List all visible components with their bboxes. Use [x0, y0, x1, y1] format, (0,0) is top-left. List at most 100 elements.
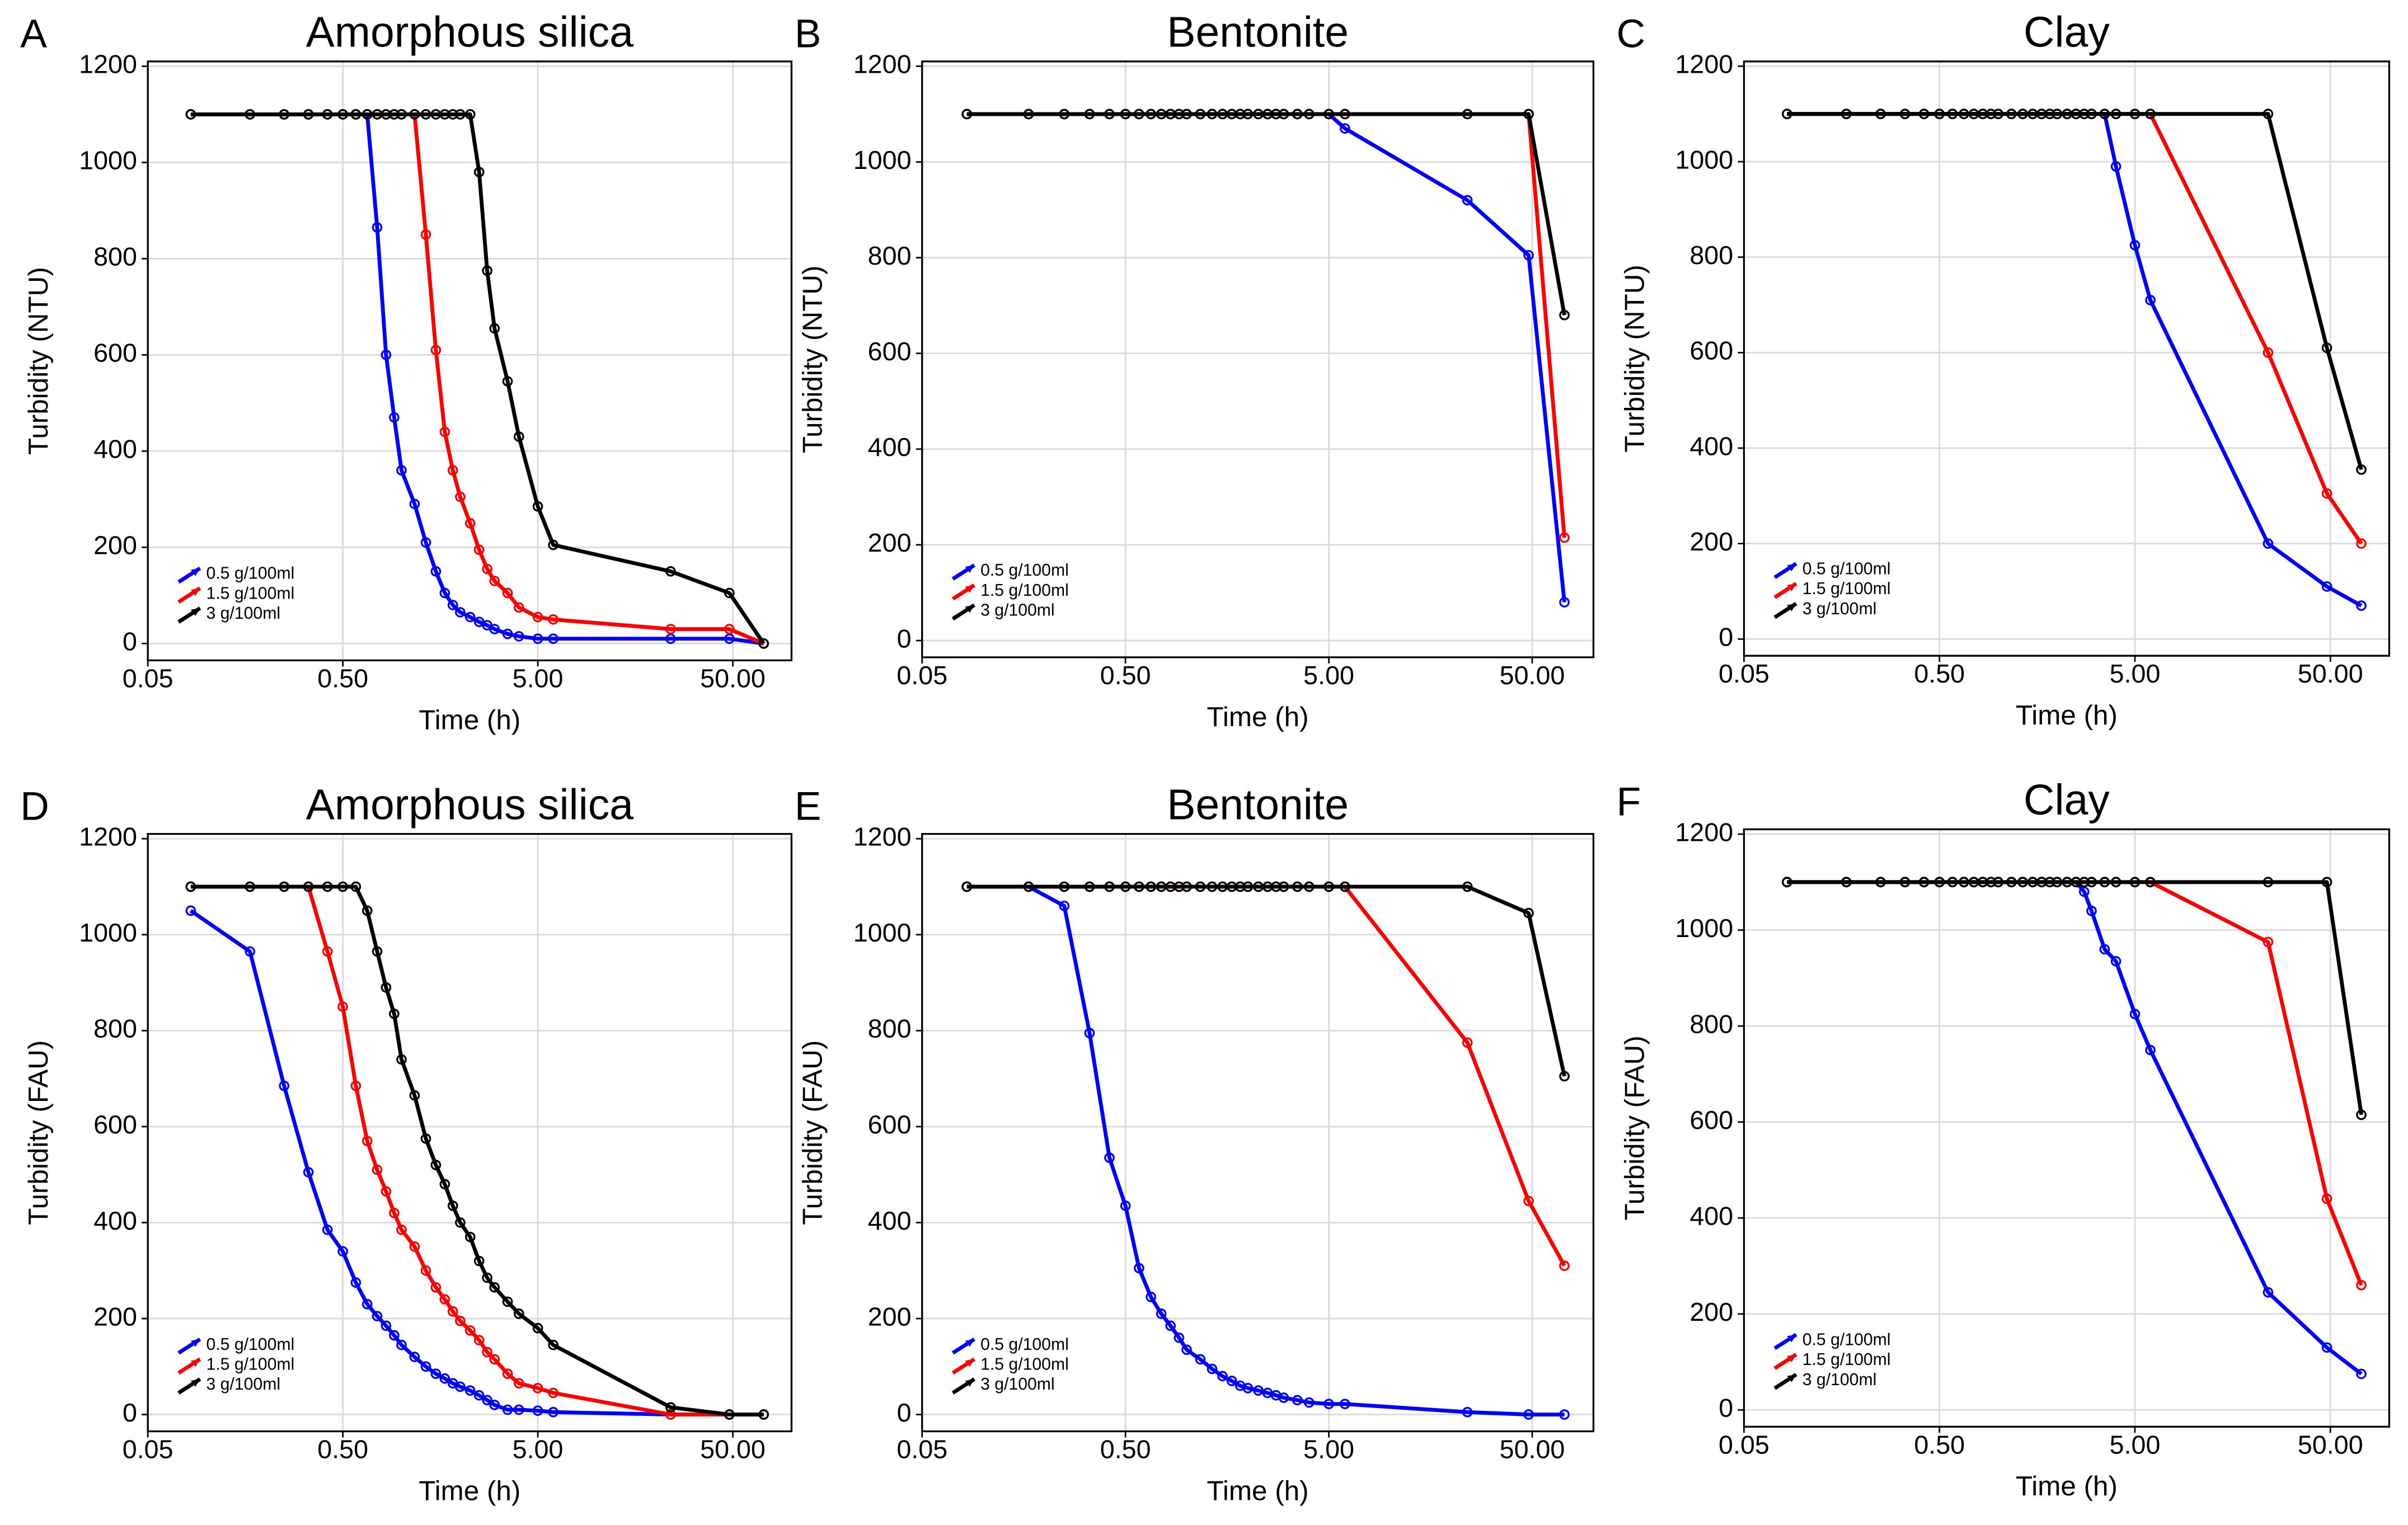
- x-tick-label: 0.50: [1100, 661, 1151, 690]
- data-point: [1934, 877, 1945, 888]
- data-point: [513, 1404, 524, 1415]
- data-point: [381, 350, 392, 360]
- legend-swatch-head: [1787, 603, 1796, 611]
- x-tick-label: 0.50: [1914, 1430, 1965, 1459]
- data-point: [1059, 109, 1070, 120]
- data-point: [1292, 1395, 1303, 1406]
- data-point: [473, 1390, 485, 1401]
- data-point: [1120, 1201, 1131, 1211]
- legend-label: 0.5 g/100ml: [980, 561, 1069, 580]
- data-point: [420, 1265, 431, 1276]
- data-point: [464, 109, 476, 120]
- data-point: [1104, 1152, 1115, 1163]
- chart-title: Amorphous silica: [306, 780, 633, 829]
- data-point: [2044, 109, 2055, 120]
- data-point: [2356, 538, 2367, 549]
- x-tick-label: 5.00: [2110, 659, 2161, 688]
- data-point: [372, 222, 383, 233]
- data-point: [396, 1224, 407, 1235]
- series-line: [1787, 880, 2364, 1115]
- y-tick-label: 200: [1689, 1297, 1733, 1326]
- data-point: [350, 1277, 362, 1288]
- chart-title: Clay: [2024, 776, 2110, 824]
- y-tick-label: 0: [1719, 623, 1733, 652]
- data-point: [2052, 877, 2063, 888]
- data-point: [1195, 109, 1206, 120]
- data-point: [1899, 877, 1911, 888]
- data-point: [473, 1255, 485, 1267]
- data-point: [548, 1387, 558, 1399]
- data-point: [185, 905, 196, 916]
- y-tick-label: 200: [93, 1302, 137, 1331]
- data-point: [245, 881, 255, 892]
- data-point: [420, 1133, 431, 1144]
- data-point: [2006, 109, 2017, 120]
- data-point: [2129, 109, 2141, 120]
- data-point: [1959, 109, 1969, 120]
- data-point: [362, 109, 373, 120]
- data-point: [489, 1282, 500, 1293]
- data-point: [396, 465, 407, 476]
- y-tick-label: 600: [1689, 1105, 1733, 1135]
- data-point: [1181, 881, 1192, 892]
- series-line: [966, 884, 1566, 1267]
- legend-label: 3 g/100ml: [1803, 1371, 1877, 1389]
- data-point: [502, 1404, 513, 1415]
- data-point: [2356, 464, 2367, 475]
- data-point: [2086, 109, 2097, 120]
- data-point: [1523, 1195, 1534, 1207]
- series-line: [1787, 112, 2363, 608]
- legend-swatch-head: [965, 1359, 975, 1367]
- y-tick-label: 1200: [79, 50, 137, 79]
- data-point: [389, 1008, 400, 1019]
- data-point: [1242, 1383, 1254, 1394]
- data-point: [1174, 881, 1185, 892]
- data-point: [439, 426, 450, 437]
- series-line: [190, 884, 764, 1416]
- data-point: [513, 431, 524, 442]
- data-point: [464, 518, 476, 529]
- data-point: [1934, 109, 1945, 120]
- data-point: [1918, 109, 1930, 120]
- data-point: [532, 1383, 543, 1394]
- data-point: [455, 491, 466, 502]
- chart-title: Amorphous silica: [306, 8, 633, 56]
- data-point: [362, 905, 373, 916]
- legend-label: 3 g/100ml: [980, 1375, 1055, 1394]
- y-tick-label: 400: [1689, 1202, 1733, 1231]
- data-point: [245, 946, 255, 957]
- data-point: [409, 1352, 420, 1362]
- x-axis-label: Time (h): [1207, 702, 1309, 732]
- y-tick-label: 0: [897, 1398, 912, 1427]
- data-point: [455, 1217, 466, 1228]
- panel: 0 200 400 600 800 1000 1200 0.05 0.50 5.00 50.00 Be…: [795, 780, 1595, 1506]
- legend-label: 3 g/100ml: [980, 601, 1055, 620]
- data-point: [350, 1080, 362, 1091]
- legend-label: 0.5 g/100ml: [206, 1335, 294, 1354]
- data-point: [2044, 877, 2055, 888]
- data-point: [2078, 109, 2090, 120]
- y-tick-label: 400: [868, 1206, 912, 1235]
- y-tick-label: 1000: [1675, 914, 1733, 943]
- legend-swatch-head: [1787, 563, 1796, 572]
- data-point: [381, 1186, 392, 1197]
- data-point: [396, 1054, 407, 1065]
- data-point: [724, 587, 735, 599]
- data-point: [2145, 1044, 2156, 1056]
- data-point: [2263, 109, 2274, 120]
- data-point: [1462, 109, 1473, 120]
- data-point: [2321, 342, 2332, 354]
- y-tick-label: 800: [93, 1014, 137, 1043]
- data-point: [2110, 956, 2121, 967]
- data-point: [1959, 877, 1969, 888]
- x-tick-label: 50.00: [1500, 661, 1565, 690]
- data-point: [1146, 109, 1156, 120]
- y-tick-label: 400: [1689, 431, 1733, 460]
- legend-swatch-head: [191, 568, 200, 576]
- series-line: [966, 112, 1566, 603]
- data-point: [2110, 877, 2121, 888]
- data-point: [489, 576, 500, 586]
- chart-title: Clay: [2024, 8, 2110, 56]
- data-point: [1278, 109, 1289, 120]
